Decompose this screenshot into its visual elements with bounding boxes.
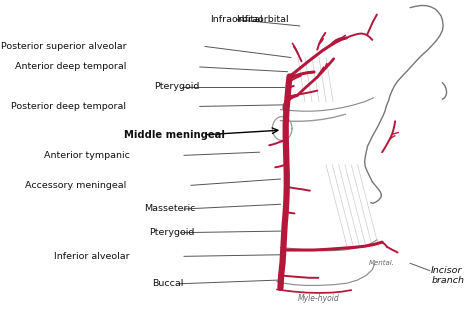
Text: Inferior alveolar: Inferior alveolar [54, 252, 130, 261]
Text: Anterior deep temporal: Anterior deep temporal [15, 62, 126, 71]
Text: Incisor
branch: Incisor branch [431, 266, 464, 285]
Text: Posterior deep temporal: Posterior deep temporal [11, 102, 126, 111]
Text: Buccal: Buccal [153, 279, 184, 288]
Text: Infraorbital: Infraorbital [237, 15, 289, 24]
Text: Myle-hyoid: Myle-hyoid [298, 294, 340, 303]
Text: Anterior tympanic: Anterior tympanic [44, 151, 130, 160]
Text: Middle meningeal: Middle meningeal [124, 130, 225, 140]
Text: Mental.: Mental. [369, 260, 395, 266]
Text: Pterygoid: Pterygoid [154, 82, 200, 91]
Text: Infraorbital: Infraorbital [210, 15, 263, 24]
Text: Masseteric: Masseteric [144, 204, 195, 213]
Text: Posterior superior alveolar: Posterior superior alveolar [0, 42, 126, 51]
Text: Pterygoid: Pterygoid [149, 228, 194, 237]
Text: Accessory meningeal: Accessory meningeal [25, 181, 126, 190]
